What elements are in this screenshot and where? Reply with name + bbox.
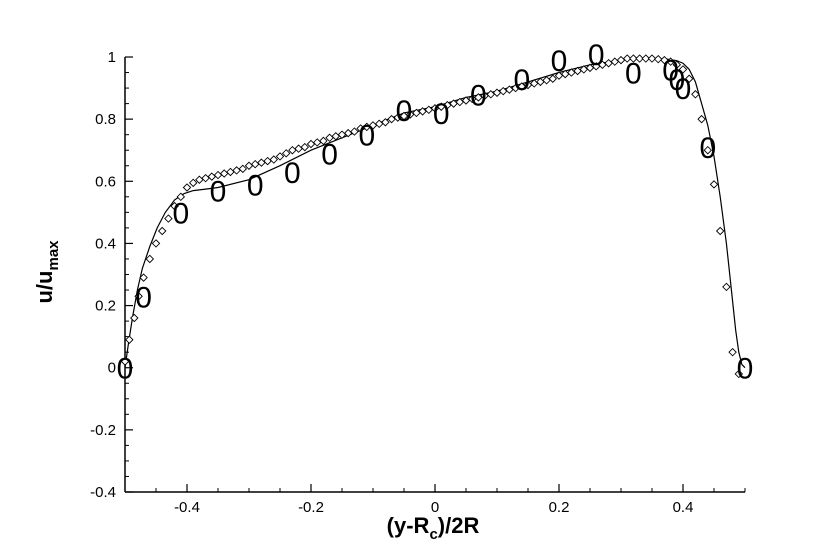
y-tick-label: 0 bbox=[108, 360, 116, 377]
diamond-marker bbox=[703, 145, 713, 155]
y-tick-label: 1 bbox=[108, 49, 116, 66]
diamond-marker bbox=[294, 144, 303, 153]
diamond-marker bbox=[275, 152, 285, 161]
diamond-marker bbox=[130, 313, 139, 323]
diamond-marker bbox=[306, 139, 316, 149]
x-tick-label: 0.2 bbox=[549, 499, 570, 516]
x-tick-label: -0.2 bbox=[298, 499, 324, 516]
diamond-marker bbox=[269, 155, 279, 164]
diamond-marker bbox=[244, 161, 254, 170]
y-tick-label: 0.2 bbox=[95, 298, 116, 315]
zero-marker: 0 bbox=[513, 64, 530, 97]
diamond-marker bbox=[678, 65, 688, 74]
diamond-marker bbox=[120, 357, 130, 366]
diamond-marker bbox=[449, 99, 458, 108]
y-tick-label: 0.8 bbox=[95, 111, 116, 128]
diamond-marker bbox=[134, 292, 143, 301]
diamond-marker bbox=[350, 127, 359, 136]
diamond-marker bbox=[691, 90, 700, 99]
diamond-marker bbox=[653, 54, 663, 64]
zero-marker: 0 bbox=[737, 353, 754, 386]
diamond-marker bbox=[684, 74, 694, 83]
diamond-marker bbox=[666, 57, 675, 66]
tick-labels: -0.4 -0.2 0 0.2 0.4 0.6 0.8 1 -0.4 -0.2 0 0.2 0.4 bbox=[90, 49, 693, 516]
zero-marker: 0 bbox=[117, 353, 134, 386]
diamond-marker bbox=[250, 159, 260, 169]
diamond-marker bbox=[629, 54, 638, 63]
diamond-marker bbox=[319, 136, 328, 146]
y-tick-label: 0.6 bbox=[95, 173, 116, 190]
diamond-marker bbox=[647, 54, 657, 63]
diamond-marker bbox=[381, 118, 390, 127]
diamond-marker bbox=[697, 114, 706, 124]
zero-marker: 0 bbox=[668, 64, 685, 97]
diamond-marker bbox=[312, 138, 322, 147]
diamond-marker bbox=[170, 201, 179, 211]
y-axis-title: u/umax bbox=[32, 240, 62, 304]
diamond-marker bbox=[188, 178, 198, 188]
zero-marker: 0 bbox=[588, 39, 605, 72]
diamond-marker bbox=[542, 76, 551, 85]
diamond-marker bbox=[257, 158, 266, 167]
diamond-marker bbox=[238, 164, 248, 174]
diamond-marker bbox=[728, 347, 737, 357]
diamond-marker bbox=[616, 55, 626, 65]
diamond-marker bbox=[734, 369, 744, 379]
zero-marker: 0 bbox=[284, 157, 301, 190]
diamond-marker bbox=[195, 175, 204, 184]
diamond-marker bbox=[125, 335, 134, 344]
diamond-marker bbox=[182, 183, 192, 192]
zero-marker: 0 bbox=[396, 95, 413, 128]
diamond-marker bbox=[157, 226, 167, 236]
diamond-marker bbox=[660, 55, 669, 65]
x-tick-label: 0 bbox=[431, 499, 439, 516]
zero-marker: 0 bbox=[551, 45, 568, 78]
y-tick-label: -0.2 bbox=[90, 422, 116, 439]
zero-marker: 0 bbox=[433, 98, 450, 131]
diamond-marker bbox=[201, 173, 210, 183]
diamond-marker bbox=[343, 128, 353, 138]
zero-marker: 0 bbox=[662, 54, 679, 87]
diamond-marker bbox=[722, 282, 731, 292]
zero-marker: 0 bbox=[358, 120, 375, 153]
diamond-marker bbox=[635, 54, 644, 63]
zero-marker: 0 bbox=[135, 281, 152, 314]
diamond-marker bbox=[151, 239, 161, 248]
diamond-marker bbox=[622, 54, 632, 63]
zero-marker: 0 bbox=[247, 169, 264, 202]
diamond-marker bbox=[145, 254, 155, 264]
diamond-marker bbox=[548, 74, 558, 83]
zero-marker: 0 bbox=[321, 138, 338, 171]
zero-marker: 0 bbox=[675, 73, 692, 106]
zero-marker: 0 bbox=[172, 197, 189, 230]
diamond-marker bbox=[672, 60, 682, 70]
zero-marker: 0 bbox=[210, 176, 227, 209]
ticks bbox=[124, 56, 746, 493]
diamond-marker bbox=[715, 226, 725, 236]
x-tick-label: 0.4 bbox=[673, 499, 694, 516]
diamond-marker bbox=[288, 145, 297, 155]
y-tick-label: 0.4 bbox=[95, 235, 116, 252]
diamond-marker bbox=[610, 57, 620, 66]
y-tick-label: -0.4 bbox=[90, 484, 116, 501]
x-axis-title: (y-Rc)/2R bbox=[387, 513, 480, 543]
diamond-marker bbox=[164, 214, 173, 223]
diamond-marker bbox=[226, 167, 235, 177]
zero-marker: 0 bbox=[625, 58, 642, 91]
diamond-marker bbox=[281, 149, 291, 158]
diamond-marker bbox=[232, 166, 241, 175]
zero-marker: 0 bbox=[699, 132, 716, 165]
diamond-marker bbox=[139, 273, 148, 282]
zero-marker: 0 bbox=[470, 79, 487, 112]
diamond-marker bbox=[641, 54, 651, 63]
diamond-marker bbox=[604, 58, 613, 68]
diamond-marker bbox=[176, 192, 186, 202]
diamond-marker bbox=[263, 156, 272, 166]
diamond-marker bbox=[300, 142, 310, 152]
diamond-marker bbox=[709, 180, 719, 189]
x-tick-label: -0.4 bbox=[174, 499, 200, 516]
